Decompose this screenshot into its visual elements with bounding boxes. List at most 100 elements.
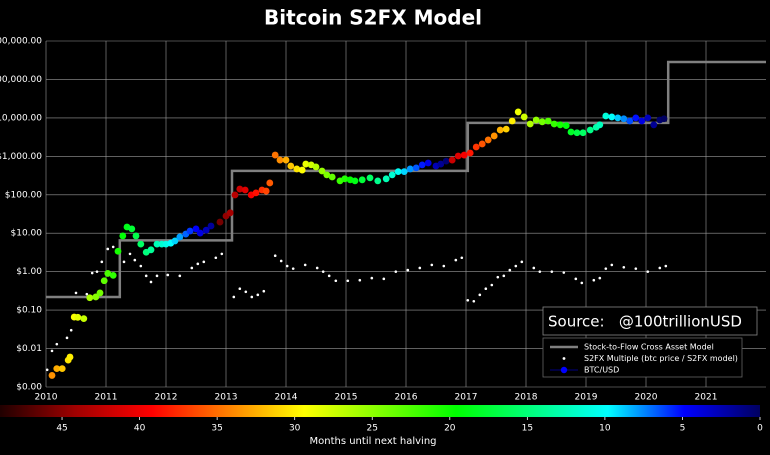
btc-point — [424, 159, 432, 167]
multiple-point — [334, 279, 338, 283]
multiple-point — [484, 287, 488, 291]
btc-point — [74, 313, 82, 321]
btc-point — [104, 270, 112, 277]
multiple-point — [262, 289, 266, 293]
btc-point — [508, 117, 516, 125]
btc-point — [202, 226, 210, 234]
btc-point — [252, 189, 260, 197]
multiple-point — [460, 256, 464, 260]
btc-point — [236, 185, 244, 193]
multiple-point — [394, 270, 398, 273]
multiple-point — [55, 342, 59, 346]
btc-point — [358, 176, 366, 184]
y-tick-label: $10,000.00 — [0, 113, 42, 123]
btc-point — [454, 152, 462, 160]
btc-point — [171, 237, 179, 245]
multiple-point — [100, 260, 104, 264]
colorbar-tick-label: 20 — [444, 424, 456, 434]
btc-point — [632, 114, 640, 122]
btc-point — [556, 121, 564, 129]
multiple-point — [550, 270, 554, 273]
btc-point — [502, 125, 510, 133]
btc-point — [226, 209, 234, 217]
btc-point — [466, 149, 474, 157]
multiple-point — [562, 271, 566, 274]
btc-point — [418, 161, 426, 169]
btc-point — [231, 191, 239, 199]
multiple-point — [149, 280, 153, 284]
multiple-point — [496, 275, 500, 279]
btc-point — [382, 175, 390, 183]
btc-point — [114, 247, 122, 255]
multiple-point — [514, 264, 518, 268]
multiple-point — [155, 274, 159, 278]
btc-point — [271, 151, 279, 159]
multiple-point — [166, 273, 170, 277]
btc-point — [241, 186, 249, 194]
btc-point — [287, 162, 295, 170]
btc-point — [366, 174, 374, 182]
x-tick-label: 2015 — [335, 393, 358, 403]
multiple-point — [346, 279, 350, 283]
btc-point — [490, 132, 498, 140]
multiple-point — [95, 270, 99, 273]
btc-point — [602, 112, 610, 120]
multiple-point — [202, 260, 206, 264]
multiple-point — [139, 264, 143, 268]
btc-point — [573, 129, 581, 137]
multiple-point — [622, 265, 626, 269]
multiple-point — [370, 276, 374, 280]
multiple-point — [358, 278, 362, 282]
x-tick-label: 2010 — [35, 393, 58, 403]
btc-point — [318, 167, 326, 175]
multiple-point — [658, 266, 662, 270]
y-tick-label: $10.00 — [11, 229, 43, 239]
btc-point — [109, 271, 117, 279]
multiple-point — [406, 268, 410, 272]
btc-point — [137, 240, 145, 248]
multiple-point — [490, 283, 494, 287]
colorbar-tick-label: 40 — [134, 424, 146, 434]
x-tick-label: 2011 — [95, 393, 118, 403]
btc-point — [80, 315, 88, 323]
btc-point — [478, 140, 486, 148]
colorbar-tick-label: 45 — [56, 424, 67, 434]
btc-point — [312, 163, 320, 171]
multiple-point — [382, 277, 386, 281]
btc-point — [586, 126, 594, 134]
btc-point — [351, 177, 359, 185]
btc-point — [596, 121, 604, 129]
multiple-point — [214, 256, 218, 260]
btc-point — [608, 113, 616, 121]
y-tick-label: $100,000.00 — [0, 75, 42, 85]
model-line — [46, 60, 766, 299]
btc-point — [406, 165, 414, 173]
colorbar — [0, 405, 760, 417]
legend-box — [542, 337, 743, 378]
btc-point — [86, 294, 94, 302]
legend-swatch — [562, 357, 566, 360]
btc-point — [520, 113, 528, 121]
multiple-point — [65, 336, 69, 340]
multiple-point — [220, 252, 224, 256]
btc-point — [496, 126, 504, 134]
multiple-point — [580, 281, 584, 285]
colorbar-tick-label: 30 — [289, 424, 301, 434]
btc-point — [526, 120, 534, 128]
btc-point — [400, 168, 408, 176]
multiple-point — [178, 274, 182, 278]
multiple-point — [144, 274, 148, 278]
multiple-point — [69, 328, 73, 332]
multiple-point — [232, 295, 236, 299]
multiple-point — [133, 258, 137, 262]
multiple-point — [592, 278, 596, 282]
multiple-point — [303, 263, 307, 267]
multiple-point — [273, 254, 277, 258]
btc-point — [544, 117, 552, 125]
btc-point — [100, 277, 108, 285]
btc-point — [626, 117, 634, 125]
multiple-point — [646, 270, 650, 273]
multiple-point — [610, 263, 614, 267]
source-annotation: Source: @100trillionUSD — [548, 313, 742, 331]
